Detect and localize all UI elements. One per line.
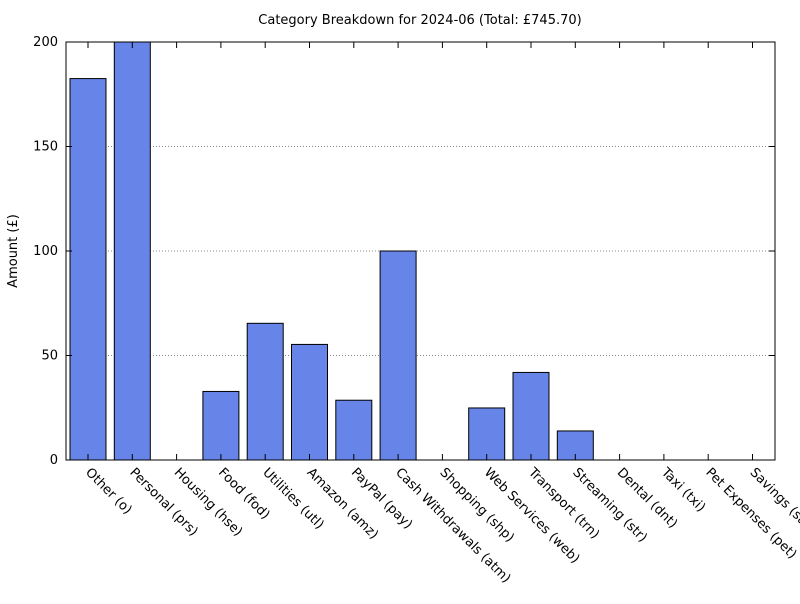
bar (468, 407, 506, 461)
y-tick-label: 100 (33, 244, 58, 259)
bar (69, 78, 107, 461)
grid-lines (66, 146, 775, 356)
bar (246, 322, 284, 461)
x-tick-label: Other (o) (82, 465, 134, 517)
y-axis-ticks: 0 50 100 150 200 (33, 35, 775, 468)
bar (291, 343, 328, 461)
y-axis-label: Amount (£) (6, 214, 21, 288)
chart-title: Category Breakdown for 2024-06 (Total: £… (258, 13, 581, 28)
bars (69, 41, 594, 461)
y-tick-label: 150 (33, 140, 58, 155)
x-axis-ticks: Other (o)Personal (prs)Housing (hse)Food… (82, 42, 800, 586)
y-tick-label: 0 (50, 453, 58, 468)
bar (113, 41, 151, 461)
bar (202, 390, 240, 461)
bar (379, 250, 417, 461)
bar (512, 371, 550, 461)
bar (335, 399, 373, 461)
y-tick-label: 50 (41, 349, 58, 364)
y-tick-label: 200 (33, 35, 58, 50)
